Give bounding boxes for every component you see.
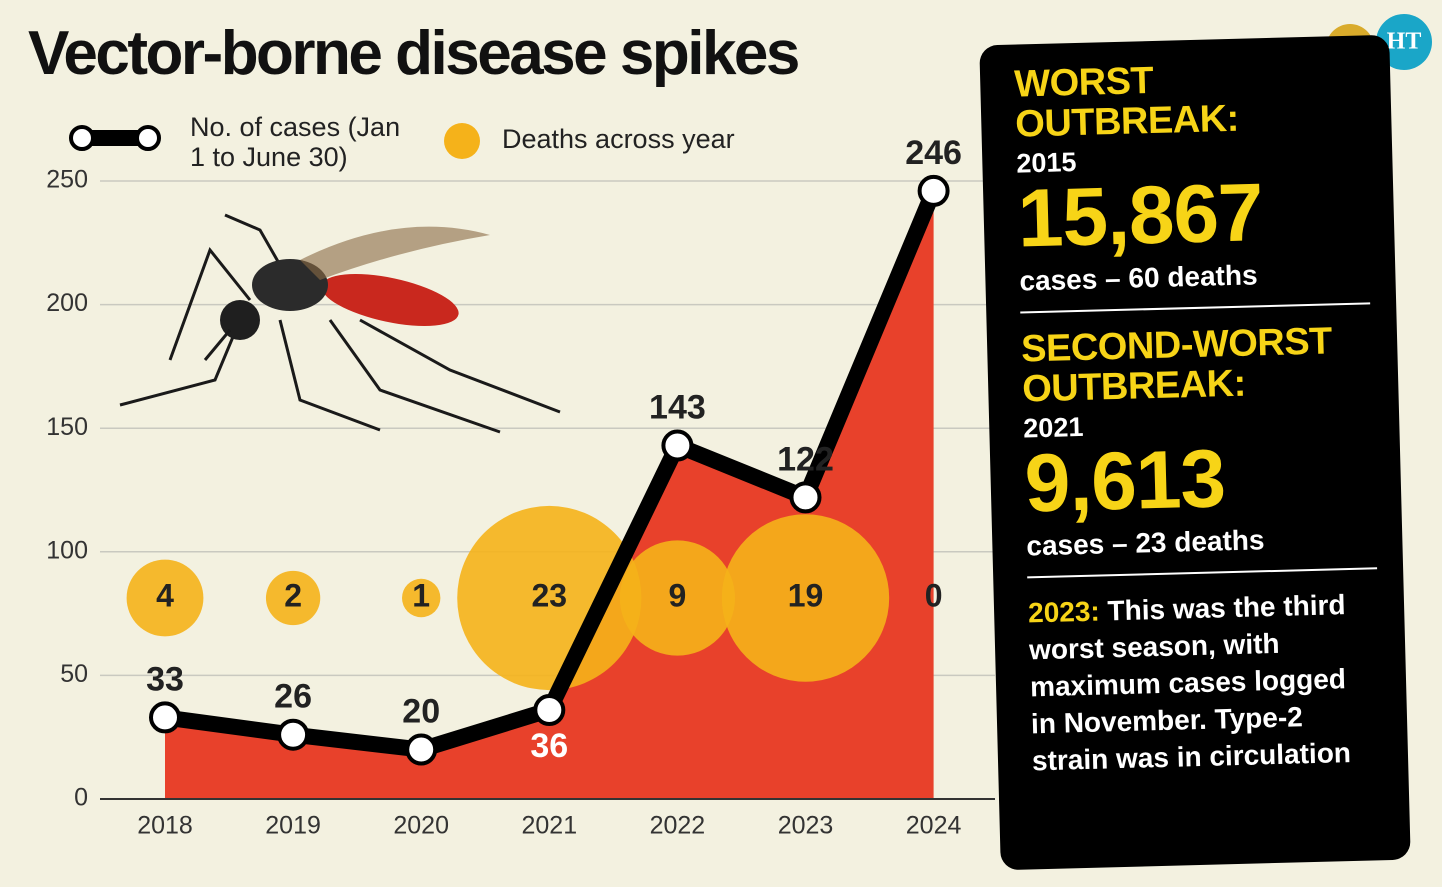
- data-label: 33: [146, 660, 184, 698]
- divider: [1020, 302, 1371, 314]
- x-tick-label: 2018: [137, 812, 193, 840]
- bubble-label: 4: [156, 577, 174, 613]
- data-label: 26: [274, 678, 312, 716]
- data-label: 122: [777, 440, 834, 478]
- y-tick-label: 0: [74, 784, 88, 812]
- point: [149, 701, 181, 734]
- bubble-label: 19: [788, 577, 824, 613]
- legend-bubble: [444, 123, 480, 159]
- death-bubble: [721, 514, 890, 682]
- legend-label: No. of cases (Jan 1 to June 30): [190, 112, 401, 172]
- point: [661, 429, 694, 462]
- data-label: 143: [649, 388, 706, 426]
- x-tick-label: 2022: [650, 812, 706, 840]
- x-tick-label: 2021: [521, 812, 577, 840]
- panel-heading: SECOND-WORST OUTBREAK:: [1020, 320, 1333, 411]
- y-tick-label: 100: [46, 536, 88, 564]
- x-tick-label: 2019: [265, 812, 321, 840]
- info-panel: WORST OUTBREAK: 2015 15,867 cases – 60 deat…: [979, 34, 1411, 871]
- bubble-label: 0: [925, 577, 943, 613]
- mosquito-illustration: [119, 213, 561, 434]
- y-tick-label: 250: [46, 166, 88, 194]
- panel-figure: 9,613: [1023, 433, 1227, 530]
- bubble-label: 9: [669, 577, 687, 613]
- chart-title: Vector-borne disease spikes: [28, 19, 800, 88]
- point: [405, 733, 438, 766]
- panel-note: 2023: This was the third worst season, w…: [1028, 585, 1379, 779]
- logo-badge: [1376, 14, 1432, 70]
- bubble-label: 23: [532, 577, 568, 613]
- death-bubble: [126, 559, 204, 637]
- death-bubble: [402, 578, 441, 618]
- note-lead: 2023:: [1027, 595, 1101, 629]
- death-bubble: [457, 505, 642, 691]
- bubble-label: 2: [284, 577, 302, 613]
- bubble-label: 1: [412, 577, 430, 613]
- data-label: 20: [402, 693, 440, 731]
- point: [277, 718, 310, 751]
- x-tick-label: 2020: [393, 812, 449, 840]
- x-tick-label: 2024: [906, 812, 962, 840]
- point: [789, 481, 822, 514]
- x-tick-label: 2023: [778, 812, 834, 840]
- y-tick-label: 150: [46, 413, 88, 441]
- data-label: 36: [530, 727, 568, 765]
- death-bubble: [619, 540, 736, 656]
- death-bubble: [265, 570, 321, 626]
- y-tick-label: 50: [60, 660, 88, 688]
- point: [533, 694, 566, 727]
- data-label: 246: [905, 134, 962, 172]
- legend-label: Deaths across year: [502, 124, 735, 154]
- divider: [1027, 567, 1378, 579]
- panel-heading: WORST OUTBREAK:: [1013, 59, 1240, 146]
- legend-point: [69, 125, 95, 151]
- legend-point: [135, 125, 161, 151]
- panel-figure: 15,867: [1016, 167, 1264, 265]
- point: [917, 174, 950, 207]
- y-tick-label: 200: [46, 289, 88, 317]
- logo: HT: [1387, 29, 1422, 55]
